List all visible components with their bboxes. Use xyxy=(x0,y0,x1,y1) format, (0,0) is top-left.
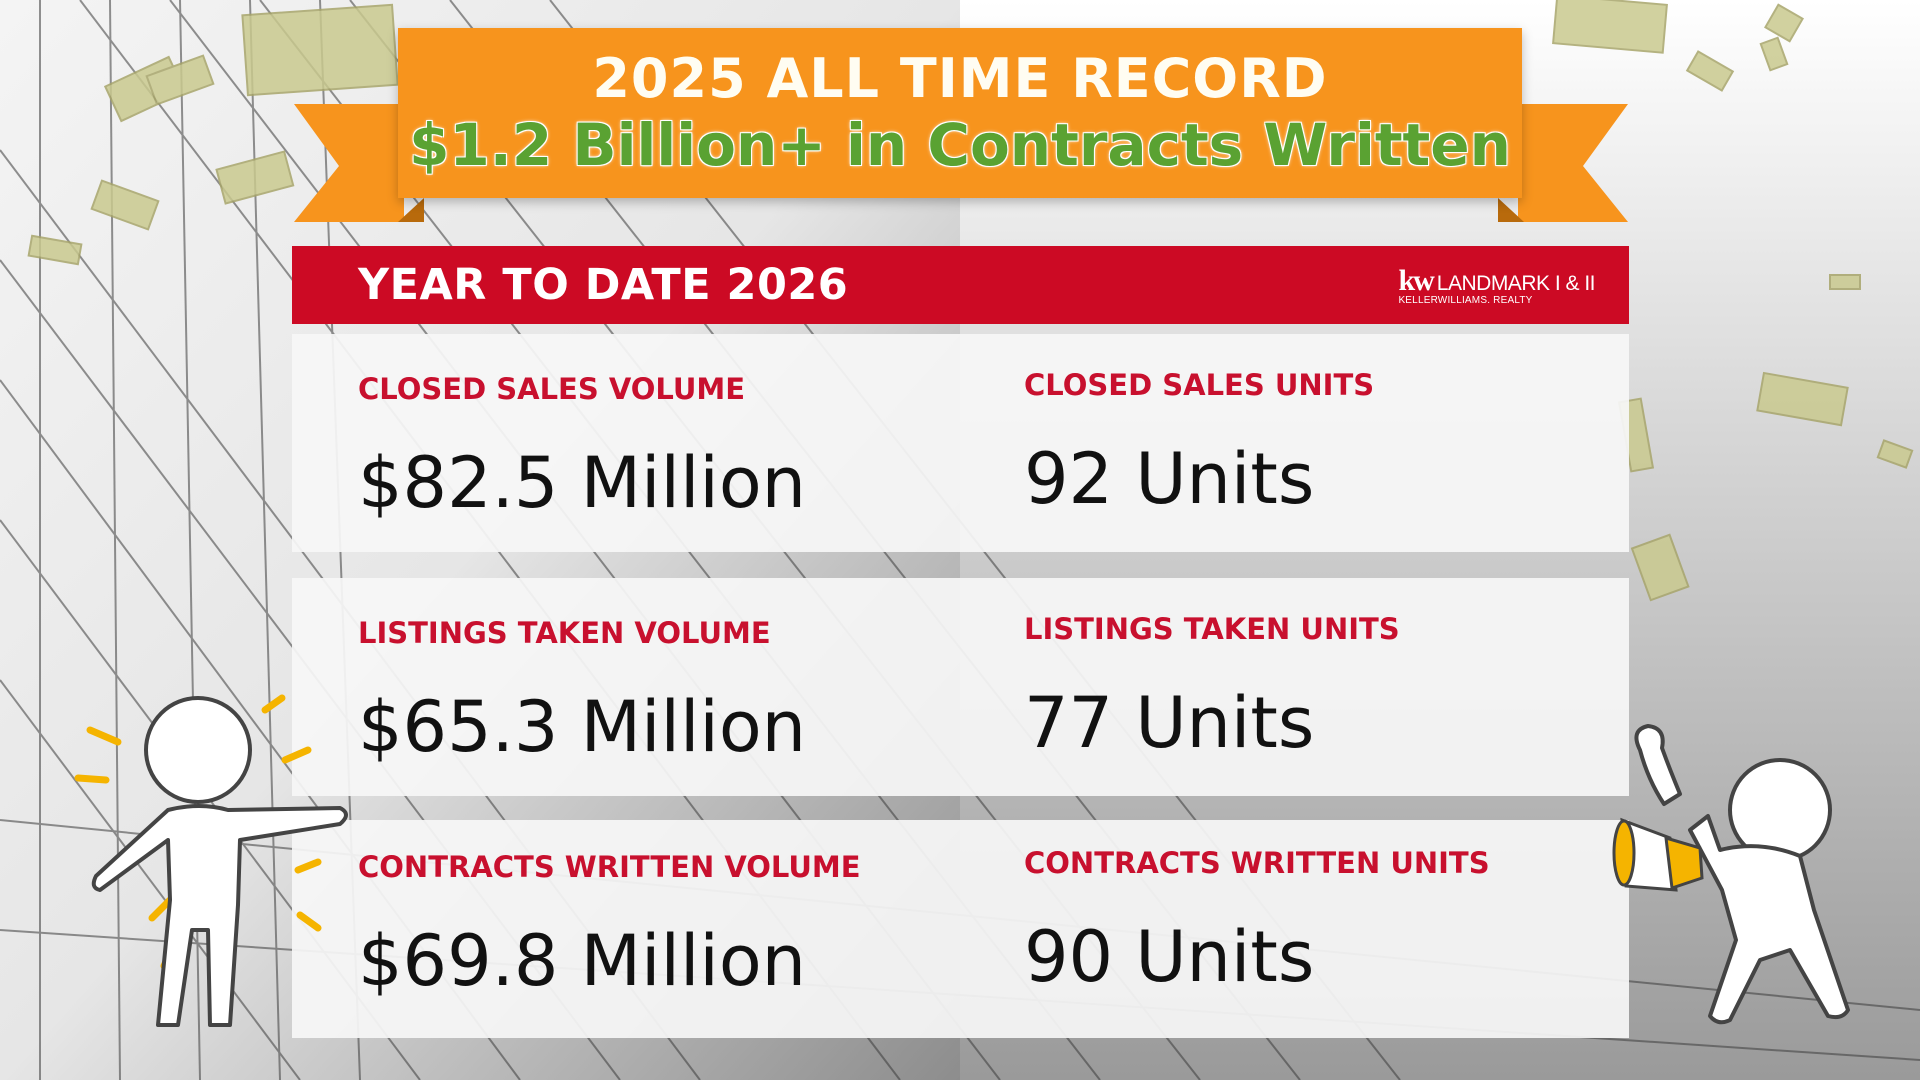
stat-label: CONTRACTS WRITTEN VOLUME xyxy=(358,850,861,884)
ytd-title: YEAR TO DATE 2026 xyxy=(358,260,849,310)
banner-title: 2025 ALL TIME RECORD xyxy=(592,47,1328,110)
stat-row-contracts-written: CONTRACTS WRITTEN VOLUME $69.8 Million C… xyxy=(292,820,1629,1038)
pointing-person-icon xyxy=(74,694,348,1027)
stat-label: LISTINGS TAKEN VOLUME xyxy=(358,616,771,650)
stat-row-listings-taken: LISTINGS TAKEN VOLUME $65.3 Million LIST… xyxy=(292,578,1629,796)
ribbon-tail-right xyxy=(1498,104,1628,222)
stat-value: $65.3 Million xyxy=(358,686,807,768)
logo-kw-mark: kw xyxy=(1398,264,1434,297)
megaphone-person-icon xyxy=(1612,724,1850,1025)
stat-label: LISTINGS TAKEN UNITS xyxy=(1024,612,1400,646)
ytd-header: YEAR TO DATE 2026 kw LANDMARK I & II KEL… xyxy=(292,246,1629,324)
stat-label: CONTRACTS WRITTEN UNITS xyxy=(1024,846,1490,880)
kw-landmark-logo: kw LANDMARK I & II KELLERWILLIAMS. REALT… xyxy=(1398,264,1595,306)
stat-row-closed-sales: CLOSED SALES VOLUME $82.5 Million CLOSED… xyxy=(292,334,1629,552)
ribbon-tail-left xyxy=(294,104,424,222)
stat-value: $69.8 Million xyxy=(358,920,807,1002)
stat-value: 90 Units xyxy=(1024,916,1315,998)
stat-label: CLOSED SALES UNITS xyxy=(1024,368,1375,402)
stat-label: CLOSED SALES VOLUME xyxy=(358,372,746,406)
stat-value: 92 Units xyxy=(1024,438,1315,520)
logo-name: LANDMARK I & II xyxy=(1436,272,1596,295)
banner-subtitle: $1.2 Billion+ in Contracts Written xyxy=(409,111,1511,179)
stat-value: 77 Units xyxy=(1024,682,1315,764)
logo-subtitle: KELLERWILLIAMS. REALTY xyxy=(1398,295,1533,306)
stat-value: $82.5 Million xyxy=(358,442,807,524)
record-banner: 2025 ALL TIME RECORD $1.2 Billion+ in Co… xyxy=(398,28,1522,198)
